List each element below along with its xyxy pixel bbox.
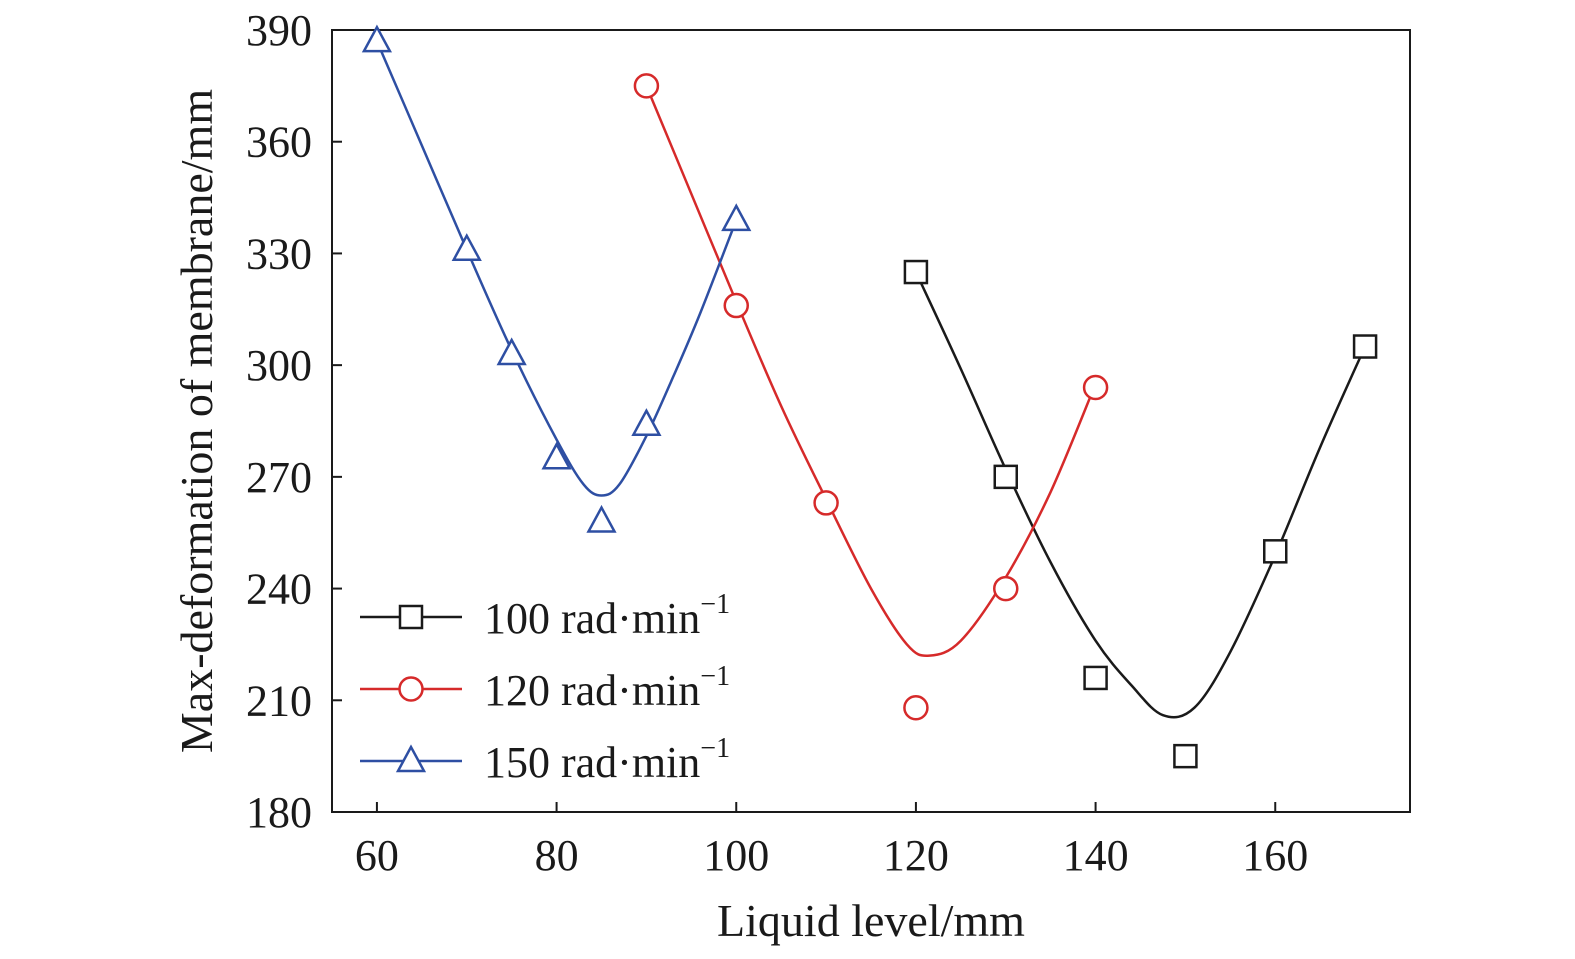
data-point-series-3 [541,441,572,470]
x-tick-label: 100 [703,831,769,880]
legend-label-1: 100 rad·min−1 [484,589,730,643]
data-point-series-2 [633,73,660,99]
data-point-series-2 [903,694,929,721]
legend-marker-2 [398,676,424,702]
y-tick-label: 180 [246,788,312,837]
series-markers [361,24,1378,769]
data-point-series-1 [1083,665,1108,691]
y-axis-ticks: 180 210 240 270 300 330 360 390 [246,6,342,837]
legend-exponent: −1 [700,589,730,620]
series-line-1 [914,271,1367,719]
data-point-series-3 [631,408,662,436]
x-axis-ticks: 60 80 100 120 140 160 [355,802,1308,880]
series-line-2 [645,85,1097,657]
data-point-series-2 [993,575,1019,602]
y-tick-label: 240 [246,565,312,614]
x-tick-label: 140 [1063,831,1129,880]
data-point-series-3 [451,233,482,261]
series-curves [375,40,1367,719]
data-point-series-3 [361,24,393,53]
data-point-series-3 [586,504,617,533]
x-tick-label: 160 [1242,831,1308,880]
y-tick-label: 390 [246,6,312,55]
legend-exponent: −1 [700,661,730,692]
data-point-series-1 [993,464,1018,490]
y-axis-title: Max-deformation of membrane/mm [171,89,222,753]
data-point-series-1 [1173,743,1198,769]
x-tick-label: 120 [883,831,949,880]
data-point-series-3 [721,203,752,232]
data-point-series-3 [496,337,527,366]
series-line-3 [375,40,738,497]
legend: 100 rad·min−1 120 rad·min−1 150 rad·min−1 [360,589,730,787]
data-point-series-2 [1082,374,1109,401]
legend-label-2: 120 rad·min−1 [484,661,730,715]
data-point-series-1 [1352,334,1378,359]
plot-frame [331,29,1411,813]
data-point-series-1 [903,259,929,285]
legend-marker-3 [395,744,427,773]
y-tick-label: 210 [246,676,312,725]
y-tick-label: 330 [246,229,312,278]
y-tick-label: 300 [246,341,312,390]
legend-exponent: −1 [700,733,730,764]
y-tick-label: 270 [246,453,312,502]
data-point-series-2 [813,490,839,516]
x-tick-label: 60 [355,831,399,880]
x-tick-label: 80 [535,831,579,880]
data-point-series-2 [723,292,749,319]
legend-label-3: 150 rad·min−1 [484,733,730,787]
x-axis-title: Liquid level/mm [717,895,1025,946]
data-point-series-1 [1263,539,1288,564]
y-tick-label: 360 [246,118,312,167]
legend-marker-1 [398,604,424,630]
